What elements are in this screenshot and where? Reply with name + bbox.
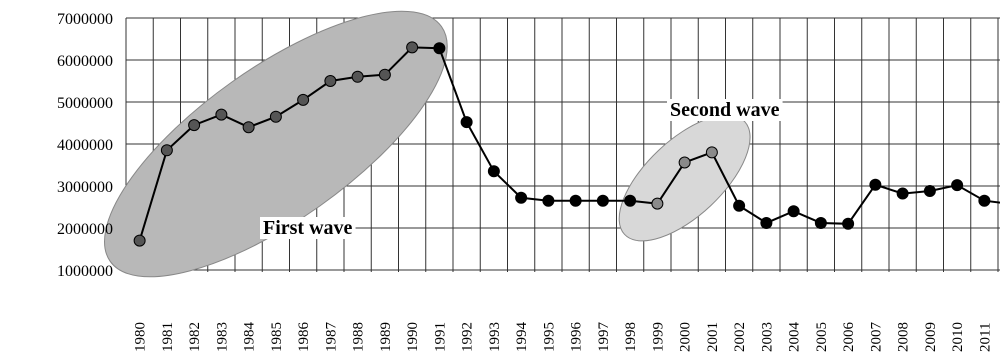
y-tick-label: 3000000 <box>57 179 113 196</box>
data-point <box>787 205 800 218</box>
data-point <box>651 197 664 210</box>
data-point <box>460 116 473 129</box>
data-point <box>760 216 773 229</box>
data-point <box>842 217 855 230</box>
x-tick-label: 1987 <box>323 322 339 353</box>
x-tick-label: 2010 <box>950 322 966 352</box>
x-tick-label: 2000 <box>678 322 694 352</box>
first-wave-label-background <box>260 217 356 239</box>
data-point <box>678 156 691 169</box>
data-point <box>324 75 337 87</box>
data-points <box>133 41 991 247</box>
data-point <box>814 216 827 229</box>
x-tick-label: 2009 <box>923 322 939 352</box>
x-tick-label: 2001 <box>705 322 721 352</box>
x-tick-label: 2006 <box>841 322 857 353</box>
second-wave-label-background <box>667 99 783 121</box>
y-axis-tick-labels: 7000000 6000000 5000000 4000000 3000000 20000… <box>57 11 113 280</box>
data-point <box>896 187 909 200</box>
x-axis-tick-labels: 1980 1981 1982 1983 1984 1985 1986 1987 1988 1989… <box>133 322 994 353</box>
data-point <box>269 110 282 123</box>
x-tick-label: 2011 <box>977 323 993 352</box>
data-point <box>133 234 146 247</box>
x-tick-label: 1991 <box>432 322 448 352</box>
data-point <box>951 179 964 192</box>
y-tick-label: 7000000 <box>57 11 113 28</box>
x-tick-label: 1982 <box>187 322 203 352</box>
data-point <box>542 194 555 207</box>
x-tick-label: 1999 <box>650 322 666 352</box>
x-tick-label: 1993 <box>487 322 503 352</box>
x-tick-label: 1995 <box>541 322 557 352</box>
data-point <box>351 70 364 83</box>
data-point <box>596 194 609 207</box>
x-tick-label: 1996 <box>569 322 585 353</box>
x-tick-label: 1986 <box>296 322 312 353</box>
data-point <box>515 191 528 204</box>
data-point <box>487 165 500 178</box>
x-tick-label: 1998 <box>623 322 639 352</box>
x-tick-label: 1989 <box>378 322 394 352</box>
data-point <box>406 41 419 54</box>
data-point <box>923 185 936 198</box>
data-point <box>297 93 310 106</box>
data-point <box>188 119 201 132</box>
data-point <box>569 194 582 207</box>
data-point <box>705 146 718 159</box>
data-point <box>242 121 255 134</box>
x-tick-label: 1992 <box>460 322 476 352</box>
x-tick-label: 2002 <box>732 322 748 352</box>
first-wave-label: First wave <box>263 217 353 239</box>
x-tick-label: 2008 <box>896 322 912 352</box>
data-point <box>215 108 228 121</box>
data-point <box>733 199 746 212</box>
second-wave-highlight <box>618 114 751 242</box>
second-wave-label: Second wave <box>670 99 780 121</box>
y-tick-label: 1000000 <box>57 263 113 280</box>
y-tick-label: 6000000 <box>57 53 113 70</box>
data-point <box>624 194 637 207</box>
x-tick-label: 2007 <box>868 322 884 353</box>
data-point <box>433 42 446 55</box>
x-tick-label: 2003 <box>759 322 775 352</box>
x-tick-label: 1981 <box>160 322 176 352</box>
annotations: First wave Second wave <box>260 99 783 239</box>
x-tick-label: 1994 <box>514 322 530 353</box>
x-tick-label: 2004 <box>787 322 803 353</box>
y-tick-label: 2000000 <box>57 221 113 238</box>
y-tick-label: 4000000 <box>57 137 113 154</box>
y-tick-label: 5000000 <box>57 95 113 112</box>
data-point <box>378 68 391 81</box>
x-tick-label: 1984 <box>242 322 258 353</box>
data-point <box>978 194 991 207</box>
x-tick-label: 1990 <box>405 322 421 352</box>
x-tick-label: 1983 <box>214 322 230 352</box>
x-tick-label: 1985 <box>269 322 285 352</box>
data-point <box>869 178 882 191</box>
x-tick-label: 1997 <box>596 322 612 353</box>
x-tick-label: 1980 <box>133 322 149 352</box>
x-tick-label: 2005 <box>814 322 830 352</box>
x-tick-label: 1988 <box>351 322 367 352</box>
data-point <box>160 144 173 157</box>
